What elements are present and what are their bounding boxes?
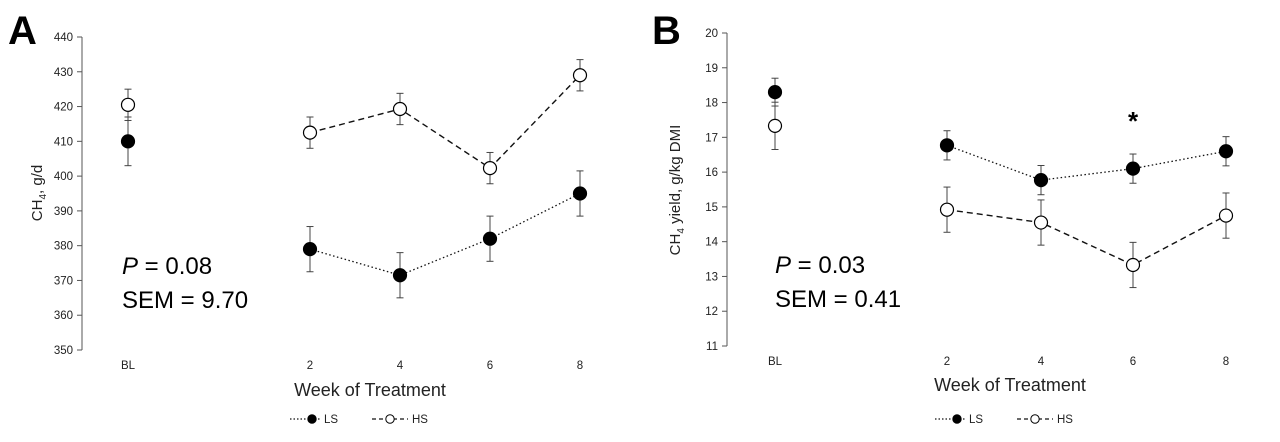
- x-tick-label: 8: [1223, 356, 1229, 368]
- series-ls: [767, 77, 1234, 196]
- y-tick-label: 360: [54, 310, 73, 322]
- data-point-hs-week-8: [572, 68, 588, 83]
- legend-hs-label: HS: [412, 414, 428, 426]
- y-axis-label-subscript: 4: [38, 194, 49, 200]
- y-tick-label: 400: [54, 171, 73, 183]
- series-line: [309, 192, 581, 276]
- y-tick-label: 12: [705, 306, 718, 318]
- series-line: [946, 208, 1227, 266]
- y-tick-label: 14: [705, 237, 718, 249]
- data-point-hs-week-8: [1218, 208, 1234, 223]
- y-tick-label: 350: [54, 345, 73, 357]
- legend: LS HS: [935, 414, 1073, 426]
- x-tick-label: 8: [577, 360, 583, 372]
- p-value-annotation: P = 0.03: [775, 252, 865, 279]
- series-line: [309, 74, 581, 170]
- data-point-hs-week-2: [302, 125, 318, 140]
- data-point-ls-baseline: [767, 85, 783, 100]
- data-point-hs-week-4: [1033, 215, 1049, 230]
- series-ls: [120, 116, 588, 299]
- legend-hs-marker: [1030, 414, 1040, 424]
- data-point-hs-week-4: [392, 101, 408, 117]
- y-tick-label: 11: [706, 341, 718, 353]
- y-tick-label: 380: [54, 241, 73, 253]
- y-axis-label-main: CH: [29, 200, 46, 222]
- x-tick-label: 4: [397, 360, 404, 372]
- y-tick-label: 18: [705, 98, 718, 110]
- series-line: [946, 144, 1227, 181]
- series-hs: [120, 59, 588, 185]
- data-point-ls-week-6: [1125, 161, 1141, 176]
- sem-annotation: SEM = 9.70: [122, 287, 248, 314]
- x-tick-label: 6: [487, 360, 493, 372]
- significance-marker: *: [1128, 106, 1139, 136]
- data-point-hs-week-6: [1125, 257, 1141, 273]
- legend-ls-label: LS: [969, 414, 983, 426]
- legend-hs-marker: [385, 414, 395, 424]
- p-symbol: P: [122, 253, 138, 280]
- panel-letter: A: [8, 9, 37, 53]
- y-tick-label: 15: [705, 202, 718, 214]
- y-tick-label: 430: [54, 67, 73, 79]
- x-tick-label-baseline: BL: [121, 360, 136, 372]
- data-point-ls-week-8: [572, 186, 588, 201]
- x-axis-label: Week of Treatment: [934, 375, 1086, 395]
- legend: LS HS: [290, 414, 428, 426]
- series-hs: [767, 101, 1234, 289]
- panel-letter: B: [652, 9, 681, 53]
- data-point-ls-week-2: [302, 242, 318, 257]
- data-point-hs-baseline: [767, 118, 783, 133]
- y-tick-label: 440: [54, 32, 73, 44]
- y-axis-label-rest: yield, g/kg DMI: [667, 125, 684, 228]
- y-axis-label: CH4, g/d: [29, 165, 49, 221]
- data-point-ls-week-4: [1033, 173, 1049, 188]
- y-tick-label: 410: [54, 136, 73, 148]
- legend-ls-marker: [307, 414, 317, 424]
- y-tick-label: 19: [705, 63, 718, 75]
- y-tick-label: 370: [54, 275, 73, 287]
- data-point-hs-week-2: [939, 202, 955, 217]
- y-tick-label: 420: [54, 102, 73, 114]
- y-tick-label: 13: [705, 271, 718, 283]
- data-point-ls-week-4: [392, 268, 408, 283]
- y-tick-label: 17: [705, 132, 718, 144]
- y-tick-label: 20: [705, 28, 718, 40]
- legend-ls-marker: [952, 414, 962, 424]
- p-value-annotation: P = 0.08: [122, 253, 212, 280]
- y-axis-label-main: CH: [667, 234, 684, 256]
- data-point-ls-week-6: [482, 231, 498, 246]
- x-axis-label: Week of Treatment: [294, 380, 446, 400]
- data-point-ls-week-2: [939, 138, 955, 153]
- data-point-ls-week-8: [1218, 144, 1234, 159]
- y-tick-label: 16: [705, 167, 718, 179]
- x-tick-label: 2: [307, 360, 313, 372]
- legend-ls-label: LS: [324, 414, 338, 426]
- y-tick-label: 390: [54, 206, 73, 218]
- p-symbol: P: [775, 252, 791, 279]
- y-axis-label: CH4 yield, g/kg DMI: [667, 125, 687, 256]
- x-tick-label-baseline: BL: [768, 356, 783, 368]
- x-tick-label: 4: [1038, 356, 1045, 368]
- x-tick-label: 6: [1130, 356, 1136, 368]
- data-point-hs-week-6: [482, 161, 498, 176]
- x-tick-label: 2: [944, 356, 950, 368]
- data-point-hs-baseline: [120, 97, 136, 112]
- data-point-ls-baseline: [120, 134, 136, 149]
- y-axis-label-rest: , g/d: [29, 165, 46, 194]
- y-axis-label-subscript: 4: [676, 228, 687, 234]
- legend-hs-label: HS: [1057, 414, 1073, 426]
- p-value-text: = 0.03: [791, 252, 865, 279]
- sem-annotation: SEM = 0.41: [775, 286, 901, 313]
- p-value-text: = 0.08: [138, 253, 212, 280]
